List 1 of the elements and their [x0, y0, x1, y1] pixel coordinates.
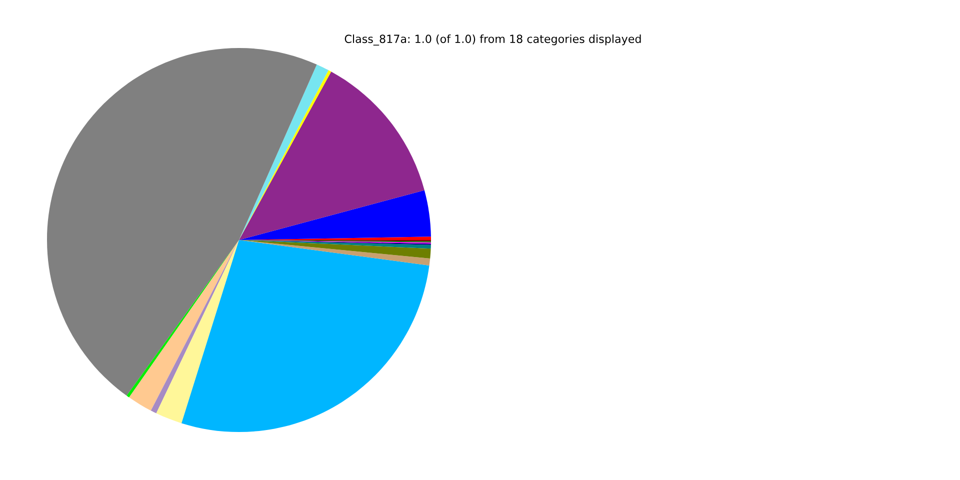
text: Class_817a: 1.0 (of 1.0) from 18 categories displayed	[344, 34, 641, 46]
